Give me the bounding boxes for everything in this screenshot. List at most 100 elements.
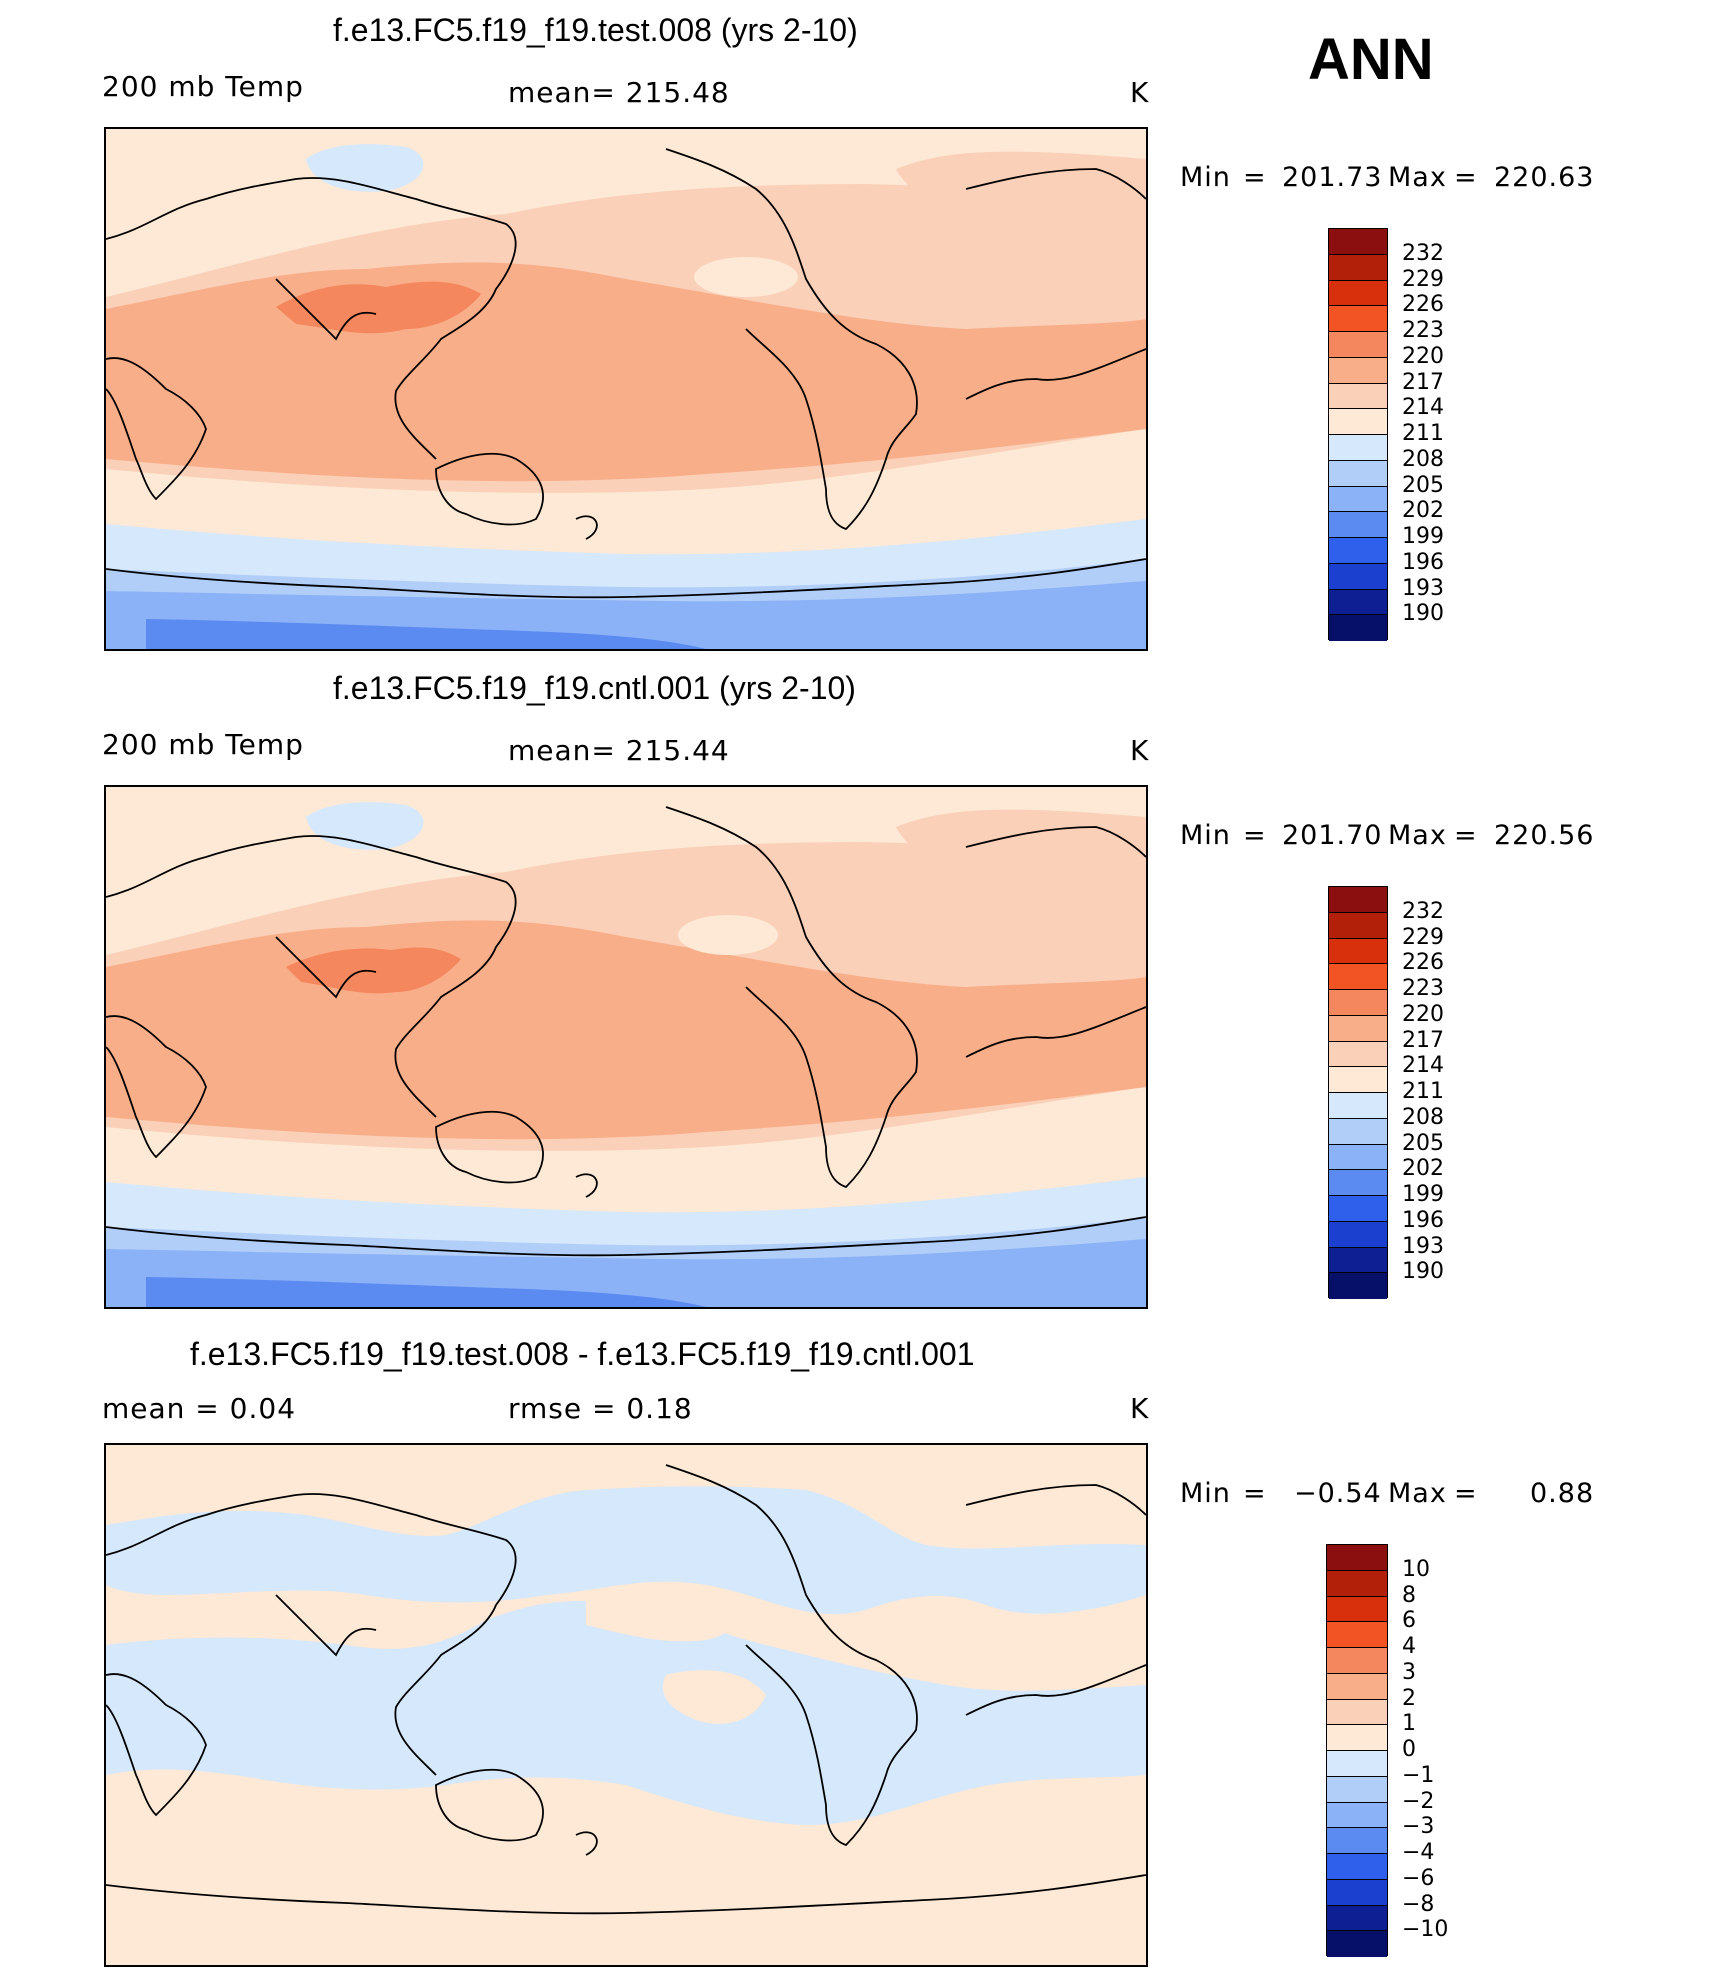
colorbar-box — [1329, 280, 1387, 307]
panel2-min-label: Min — [1180, 820, 1231, 851]
colorbar-box — [1327, 1905, 1387, 1932]
panel2-max-value: 220.56 — [1494, 820, 1595, 851]
panel1-min-value: 201.73 — [1282, 162, 1383, 193]
panel3-max-label: Max — [1388, 1478, 1447, 1509]
panel3-min-eq: = — [1243, 1478, 1267, 1509]
colorbar-box — [1329, 912, 1387, 939]
colorbar-box — [1329, 1170, 1387, 1196]
colorbar-tick-label: 217 — [1402, 369, 1444, 395]
colorbar-tick-label: 229 — [1402, 924, 1444, 950]
colorbar-tick-label: 193 — [1402, 1233, 1444, 1259]
colorbar-box — [1327, 1931, 1387, 1957]
colorbar-tick-label: 226 — [1402, 950, 1444, 976]
colorbar-box — [1329, 1015, 1387, 1042]
colorbar-box — [1329, 1067, 1387, 1093]
panel1-max-value: 220.63 — [1494, 162, 1595, 193]
coastlines — [106, 1464, 1146, 1915]
colorbar-box — [1327, 1545, 1387, 1571]
band-202 — [146, 1277, 706, 1307]
colorbar-tick-label: 211 — [1402, 1079, 1444, 1104]
panel1-mean-label: mean= 215.48 — [508, 76, 730, 109]
colorbar-tick-label: 223 — [1402, 976, 1444, 1001]
panel2-min-value: 201.70 — [1282, 820, 1383, 851]
colorbar-tick-label: −1 — [1402, 1762, 1435, 1788]
colorbar-tick-label: −6 — [1402, 1865, 1435, 1891]
coastlines — [106, 148, 1146, 599]
panel3-map-svg — [106, 1445, 1146, 1965]
colorbar-tick-label: 196 — [1402, 1207, 1444, 1233]
colorbar-tick-label: 217 — [1402, 1027, 1444, 1053]
panel1-field-label: 200 mb Temp — [102, 70, 304, 103]
colorbar-tick-label: −3 — [1402, 1814, 1435, 1840]
colorbar-box — [1329, 306, 1387, 332]
colorbar-box — [1329, 563, 1387, 590]
season-label: ANN — [1308, 27, 1434, 92]
colorbar-tick-label: 8 — [1402, 1582, 1416, 1608]
colorbar-box — [1329, 332, 1387, 358]
panel3-max-eq: = — [1454, 1478, 1478, 1509]
colorbar-tick-label: 220 — [1402, 1001, 1444, 1027]
colorbar-tick-label: 0 — [1402, 1737, 1416, 1762]
colorbar-box — [1327, 1854, 1387, 1880]
colorbar-box — [1329, 1093, 1387, 1119]
colorbar-tick-label: 196 — [1402, 549, 1444, 575]
panel1-max-eq: = — [1454, 162, 1478, 193]
panel3-colorbar — [1326, 1544, 1388, 1957]
colorbar-box — [1329, 460, 1387, 487]
colorbar-box — [1329, 409, 1387, 435]
colorbar-box — [1329, 357, 1387, 384]
colorbar-tick-label: 223 — [1402, 318, 1444, 343]
colorbar-tick-label: 199 — [1402, 524, 1444, 549]
panel2-mean-label: mean= 215.44 — [508, 734, 730, 767]
band-217-cap — [896, 809, 1146, 967]
colorbar-box — [1329, 1221, 1387, 1248]
panel1-max-label: Max — [1388, 162, 1447, 193]
colorbar-box — [1329, 435, 1387, 461]
colorbar-tick-label: 211 — [1402, 421, 1444, 446]
band-neg-north — [106, 1486, 1146, 1615]
panel2-field-label: 200 mb Temp — [102, 728, 304, 761]
colorbar-tick-label: −2 — [1402, 1788, 1435, 1814]
colorbar-box — [1329, 229, 1387, 255]
panel1-map — [104, 127, 1148, 651]
colorbar-box — [1327, 1699, 1387, 1726]
panel2-max-eq: = — [1454, 820, 1478, 851]
band-pos-central — [662, 1670, 766, 1724]
band-214-cell — [678, 915, 778, 955]
colorbar-tick-label: 220 — [1402, 343, 1444, 369]
colorbar-tick-label: 205 — [1402, 472, 1444, 498]
colorbar-tick-label: 1 — [1402, 1711, 1416, 1737]
colorbar-box — [1329, 990, 1387, 1016]
panel3-title: f.e13.FC5.f19_f19.test.008 - f.e13.FC5.f… — [190, 1336, 975, 1372]
colorbar-tick-label: 199 — [1402, 1182, 1444, 1207]
band-214-cell — [694, 257, 798, 297]
panel2-min-eq: = — [1243, 820, 1267, 851]
colorbar-tick-label: −4 — [1402, 1840, 1435, 1865]
colorbar-box — [1329, 938, 1387, 965]
colorbar-box — [1329, 1041, 1387, 1068]
colorbar-tick-label: 193 — [1402, 575, 1444, 601]
colorbar-box — [1329, 1196, 1387, 1222]
colorbar-box — [1329, 615, 1387, 641]
panel3-min-label: Min — [1180, 1478, 1231, 1509]
colorbar-tick-label: 229 — [1402, 266, 1444, 292]
colorbar-tick-label: 205 — [1402, 1130, 1444, 1156]
coastlines — [106, 806, 1146, 1257]
colorbar-box — [1327, 1879, 1387, 1906]
panel2-map-svg — [106, 787, 1146, 1307]
colorbar-tick-label: 190 — [1402, 601, 1444, 627]
colorbar-tick-label: −10 — [1402, 1917, 1449, 1943]
colorbar-tick-label: 202 — [1402, 498, 1444, 524]
colorbar-box — [1327, 1776, 1387, 1803]
panel1-min-eq: = — [1243, 162, 1267, 193]
band-pos-pacific — [586, 1588, 737, 1642]
colorbar-box — [1329, 1247, 1387, 1274]
colorbar-tick-label: 2 — [1402, 1685, 1416, 1711]
colorbar-box — [1327, 1751, 1387, 1777]
panel2-max-label: Max — [1388, 820, 1447, 851]
colorbar-tick-label: 214 — [1402, 395, 1444, 421]
panel1-units-label: K — [1130, 76, 1150, 109]
colorbar-box — [1329, 538, 1387, 564]
panel2-colorbar — [1328, 886, 1388, 1299]
colorbar-tick-label: −8 — [1402, 1891, 1435, 1917]
